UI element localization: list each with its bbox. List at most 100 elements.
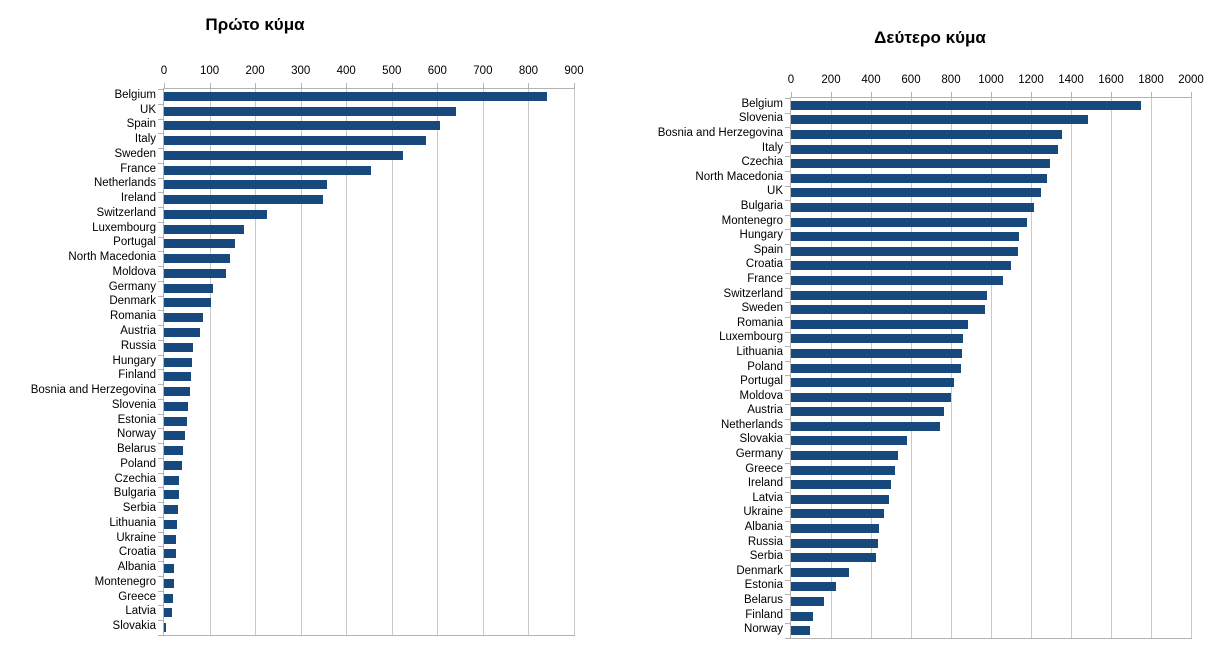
x-axis-tick-label: 100 bbox=[199, 65, 220, 77]
bar-latvia bbox=[164, 608, 172, 618]
y-axis-tick bbox=[785, 419, 790, 421]
bar-luxembourg bbox=[164, 224, 245, 234]
category-label: Belarus bbox=[744, 594, 783, 606]
x-axis-tick-label: 400 bbox=[861, 74, 881, 86]
bar-france bbox=[791, 275, 1003, 285]
bar-slovakia bbox=[791, 436, 907, 446]
category-label: Belgium bbox=[741, 97, 783, 110]
category-label: Slovakia bbox=[739, 433, 783, 446]
y-axis-tick bbox=[158, 398, 163, 400]
x-axis-tick-label: 300 bbox=[291, 65, 311, 77]
category-label: Switzerland bbox=[96, 206, 156, 219]
y-axis-tick bbox=[158, 354, 163, 356]
bar-portugal bbox=[791, 378, 954, 388]
y-axis-tick bbox=[158, 384, 163, 386]
y-axis-tick bbox=[158, 177, 163, 179]
gridline bbox=[346, 89, 348, 635]
y-axis-tick bbox=[158, 472, 163, 474]
y-axis-tick bbox=[785, 287, 790, 289]
y-axis-tick bbox=[158, 192, 163, 194]
category-label: Belarus bbox=[117, 443, 156, 456]
category-label: Ukraine bbox=[116, 531, 156, 544]
x-axis-tick bbox=[437, 83, 439, 88]
y-axis-tick bbox=[785, 433, 790, 435]
category-label: Spain bbox=[126, 118, 156, 131]
x-axis-tick bbox=[791, 92, 792, 97]
y-axis-tick bbox=[158, 295, 163, 297]
category-label: Serbia bbox=[122, 502, 156, 515]
gridline bbox=[482, 89, 484, 635]
y-axis-tick bbox=[158, 487, 163, 489]
category-label: Austria bbox=[747, 404, 783, 417]
first-wave-chart: Πρώτο κύμα 0 100 200 300 400 500 600 700 800 900 … bbox=[0, 0, 608, 650]
bar-moldova bbox=[791, 392, 951, 402]
bar-ireland bbox=[791, 480, 891, 490]
category-label: Greece bbox=[118, 590, 156, 603]
category-label: Portugal bbox=[113, 236, 156, 249]
y-axis-tick bbox=[158, 310, 163, 312]
y-axis-tick bbox=[785, 185, 790, 187]
bar-hungary bbox=[791, 232, 1019, 242]
x-axis-tick bbox=[255, 83, 257, 88]
gridline bbox=[1151, 98, 1152, 638]
category-label: Switzerland bbox=[723, 287, 783, 300]
category-label: Russia bbox=[747, 535, 783, 548]
y-axis-tick bbox=[158, 148, 163, 150]
y-axis-tick bbox=[785, 229, 790, 231]
category-label: Slovenia bbox=[111, 398, 156, 411]
y-axis-tick bbox=[785, 404, 790, 406]
bar-estonia bbox=[164, 416, 188, 426]
category-label: Bulgaria bbox=[740, 199, 783, 212]
y-axis-tick bbox=[785, 112, 790, 114]
category-label: France bbox=[747, 272, 783, 285]
x-axis-tick bbox=[991, 92, 992, 97]
bar-germany bbox=[791, 451, 898, 461]
x-axis-tick-label: 0 bbox=[787, 74, 795, 86]
x-axis-tick-label: 500 bbox=[382, 65, 402, 77]
y-axis-tick bbox=[158, 561, 163, 563]
chart-title-second-wave: Δεύτερο κύμα bbox=[874, 28, 986, 47]
category-label: Russia bbox=[120, 339, 156, 352]
bar-italy bbox=[791, 144, 1058, 154]
bar-poland bbox=[164, 460, 182, 470]
bar-north-macedonia bbox=[164, 254, 231, 264]
bar-czechia bbox=[791, 159, 1050, 169]
y-axis-tick bbox=[158, 413, 163, 415]
category-label: UK bbox=[140, 103, 156, 116]
gridline bbox=[1111, 98, 1112, 638]
y-axis-tick bbox=[785, 302, 790, 304]
category-label: Greece bbox=[745, 462, 783, 475]
x-axis-tick bbox=[528, 83, 530, 88]
x-axis-tick-label: 200 bbox=[245, 65, 265, 77]
bar-france bbox=[164, 165, 372, 175]
gridline bbox=[391, 89, 393, 635]
gridline bbox=[1071, 98, 1072, 638]
bar-greece bbox=[791, 465, 895, 475]
bar-lithuania bbox=[164, 519, 178, 529]
y-axis-tick bbox=[785, 594, 790, 596]
bar-greece bbox=[164, 593, 174, 603]
x-axis-tick bbox=[482, 83, 484, 88]
category-label: Netherlands bbox=[93, 177, 156, 190]
y-axis-tick bbox=[785, 462, 790, 464]
bar-ukraine bbox=[164, 534, 177, 544]
bar-serbia bbox=[164, 505, 179, 515]
gridline bbox=[1031, 98, 1032, 638]
bar-belarus bbox=[791, 597, 824, 606]
category-label: Albania bbox=[744, 521, 783, 534]
y-axis-tick bbox=[785, 273, 790, 275]
category-label: Hungary bbox=[112, 354, 156, 367]
y-axis-tick bbox=[785, 127, 790, 129]
category-label: Denmark bbox=[736, 564, 783, 577]
plot-area-first-wave: 0 100 200 300 400 500 600 700 800 900 bbox=[158, 65, 584, 636]
bar-switzerland bbox=[164, 209, 268, 219]
x-axis-tick-label: 1400 bbox=[1058, 74, 1084, 86]
x-axis-tick-label: 1200 bbox=[1018, 74, 1044, 86]
category-label: Montenegro bbox=[721, 214, 783, 227]
x-axis-tick bbox=[911, 92, 912, 97]
x-axis-tick bbox=[1191, 92, 1192, 97]
bar-norway bbox=[164, 431, 186, 441]
category-label: Lithuania bbox=[109, 516, 156, 529]
x-axis-tick bbox=[1071, 92, 1072, 97]
category-label: Netherlands bbox=[720, 418, 783, 431]
